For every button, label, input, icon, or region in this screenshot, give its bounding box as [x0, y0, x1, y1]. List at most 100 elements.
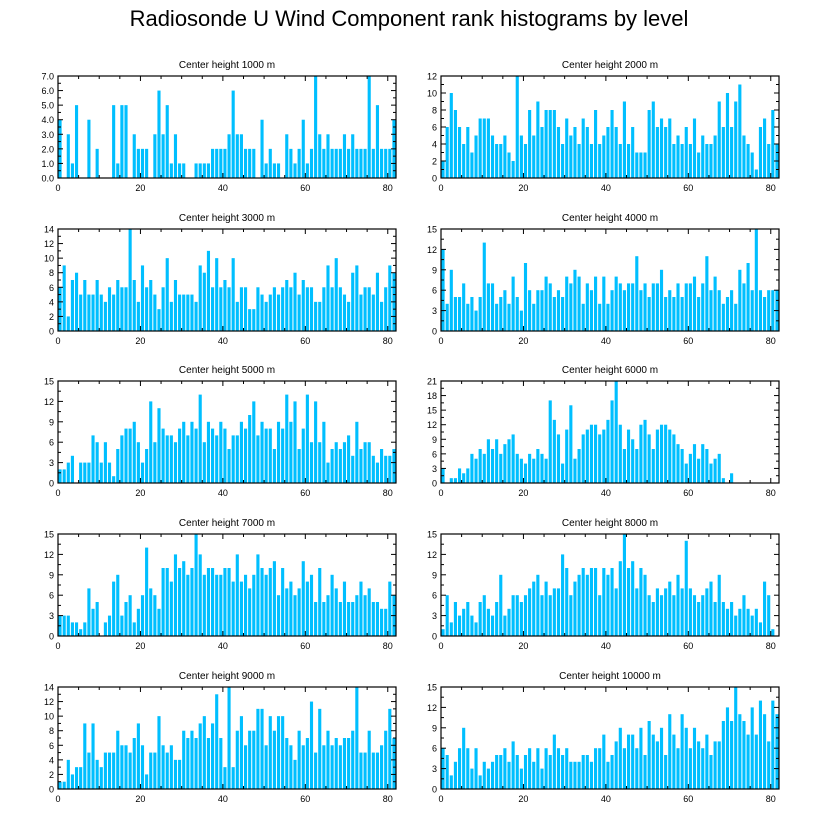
bar — [70, 163, 74, 178]
bar — [99, 767, 103, 789]
bar — [635, 449, 639, 483]
bar — [375, 462, 380, 483]
x-tick-label: 60 — [683, 183, 693, 193]
y-tick-label: 10 — [427, 89, 437, 99]
bar — [211, 568, 215, 636]
bar — [614, 588, 618, 636]
bar — [388, 148, 392, 178]
bar — [511, 434, 515, 483]
bar — [351, 272, 355, 331]
x-tick-label: 0 — [438, 641, 443, 651]
bar — [301, 561, 305, 636]
bar — [449, 269, 453, 331]
y-tick-label: 5.0 — [41, 101, 54, 111]
bar — [120, 615, 124, 636]
y-tick-label: 8 — [49, 268, 54, 278]
bar — [231, 435, 235, 483]
bar — [490, 449, 495, 483]
bar — [594, 276, 598, 331]
bar — [145, 287, 149, 331]
bar — [705, 449, 709, 483]
bar — [157, 716, 161, 789]
y-tick-label: 15 — [44, 377, 54, 387]
bar — [112, 752, 116, 789]
bar — [511, 595, 515, 636]
bar — [231, 767, 235, 789]
x-tick-label: 60 — [300, 488, 310, 498]
x-tick-label: 0 — [55, 641, 60, 651]
bar — [680, 297, 684, 331]
bar — [194, 428, 198, 483]
bar — [453, 602, 457, 636]
bar — [338, 449, 342, 483]
bar — [256, 708, 260, 789]
bar — [453, 478, 457, 483]
bar — [74, 272, 79, 331]
bar — [713, 458, 717, 483]
bar — [750, 152, 754, 178]
bar — [767, 595, 771, 636]
bar — [602, 568, 606, 636]
bar — [227, 449, 231, 483]
bar — [507, 608, 511, 636]
bar — [754, 169, 758, 178]
bar — [128, 752, 132, 789]
x-tick-label: 60 — [300, 794, 310, 804]
bar — [659, 269, 664, 331]
bar — [103, 301, 107, 331]
y-tick-label: 0 — [49, 785, 54, 795]
bar — [239, 716, 243, 789]
panel-title: Center height 2000 m — [562, 60, 658, 71]
bar — [334, 588, 338, 636]
bar — [347, 738, 351, 789]
y-tick-label: 3.0 — [41, 130, 54, 140]
bar — [173, 759, 178, 789]
bar — [486, 283, 490, 331]
bar — [256, 435, 260, 483]
bar — [697, 458, 701, 483]
bar — [618, 283, 622, 331]
y-tick-label: 0 — [49, 327, 54, 337]
bar — [651, 101, 655, 178]
bar — [606, 419, 610, 483]
bar — [70, 280, 74, 331]
bar — [742, 135, 746, 178]
bar — [289, 287, 293, 331]
bar — [178, 428, 182, 483]
bar — [482, 242, 486, 331]
bar — [153, 595, 157, 636]
bar — [322, 421, 326, 483]
x-tick-label: 0 — [438, 336, 443, 346]
bar — [182, 163, 186, 178]
bar — [103, 442, 107, 483]
bar — [305, 163, 309, 178]
bar — [186, 435, 190, 483]
bar — [79, 767, 83, 789]
bar — [178, 163, 182, 178]
bar — [367, 76, 371, 178]
x-tick-label: 20 — [518, 641, 528, 651]
bar — [536, 574, 540, 636]
bar — [215, 574, 219, 636]
bar — [622, 748, 626, 789]
bar — [351, 602, 355, 636]
y-tick-label: 15 — [427, 225, 437, 235]
bar — [305, 738, 309, 789]
x-tick-label: 20 — [135, 183, 145, 193]
bar — [206, 421, 211, 483]
bar — [231, 581, 235, 636]
bar — [132, 622, 136, 636]
bar — [206, 568, 211, 636]
x-tick-label: 80 — [383, 794, 393, 804]
bar — [248, 588, 252, 636]
bar — [367, 442, 371, 483]
x-tick-label: 60 — [683, 794, 693, 804]
bar — [556, 290, 561, 331]
panel-title: Center height 1000 m — [179, 60, 275, 71]
bar — [606, 761, 610, 789]
bar — [264, 163, 268, 178]
bar — [79, 629, 83, 636]
bar — [145, 774, 149, 789]
bar — [569, 405, 573, 483]
